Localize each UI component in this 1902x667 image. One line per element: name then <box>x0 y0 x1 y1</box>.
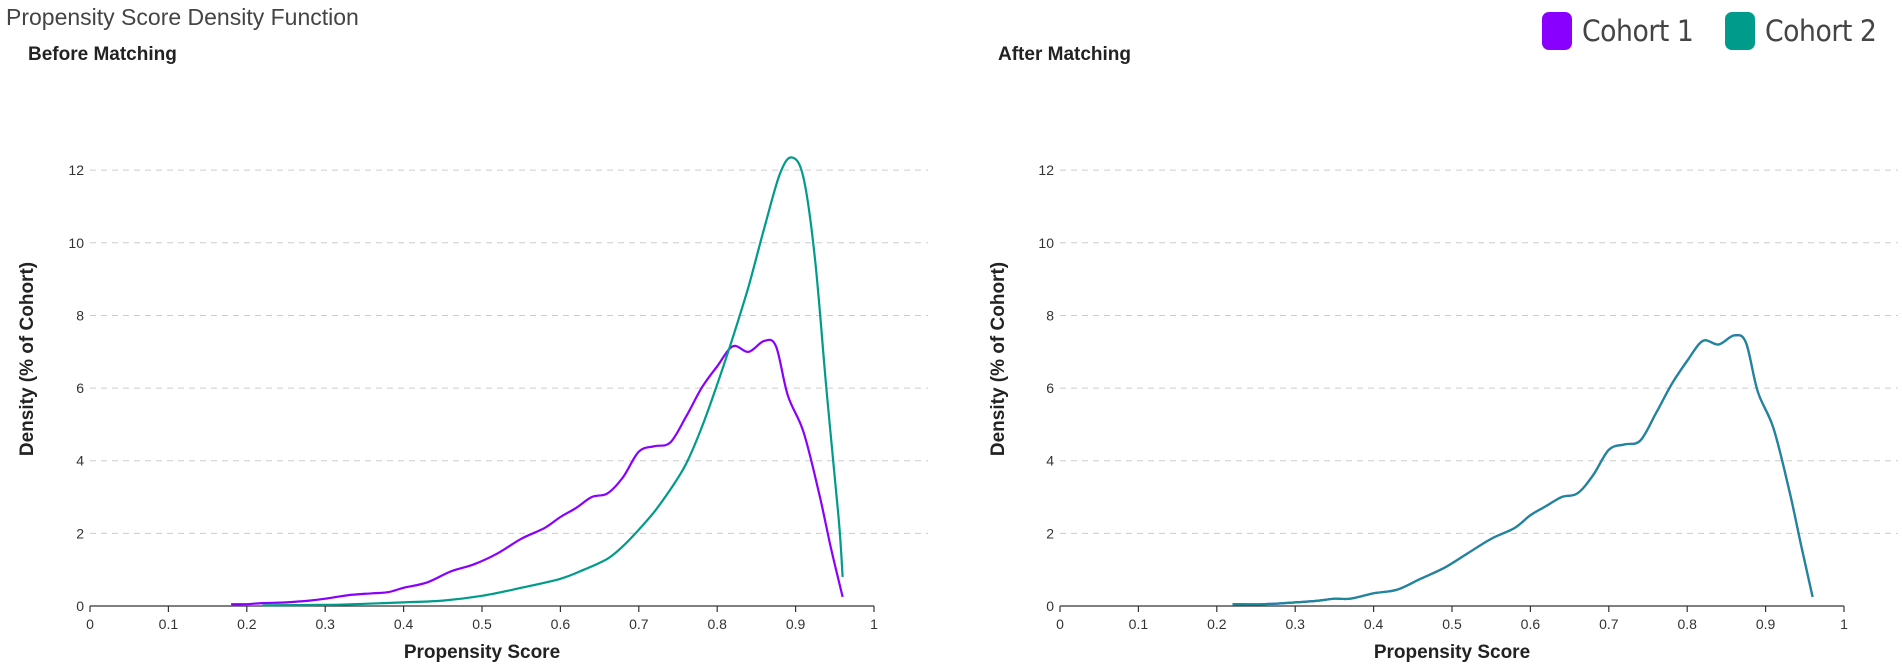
panel-1-xtick-0.8: 0.8 <box>707 616 727 632</box>
panel-2-xtick-0.4: 0.4 <box>1364 616 1384 632</box>
panel-2-ylabel: Density (% of Cohort) <box>988 262 1009 456</box>
panel-2-xtick-0.1: 0.1 <box>1129 616 1149 632</box>
panel-2-xtick-0.7: 0.7 <box>1599 616 1619 632</box>
panel-2-ytick-4: 4 <box>1046 453 1054 469</box>
panel-1-ylabel: Density (% of Cohort) <box>17 262 38 456</box>
panel-1-ytick-4: 4 <box>76 453 84 469</box>
panel-2-ytick-6: 6 <box>1046 380 1054 396</box>
panel-2-ytick-12: 12 <box>1038 162 1054 178</box>
panel-2-ytick-8: 8 <box>1046 307 1054 323</box>
panel-1-ytick-2: 2 <box>76 525 84 541</box>
panel-1-xtick-0.5: 0.5 <box>472 616 492 632</box>
panel-1-series-cohort-1 <box>231 338 844 606</box>
panel-2-xtick-0.3: 0.3 <box>1285 616 1305 632</box>
panel-2-xlabel: Propensity Score <box>1374 642 1530 663</box>
panel-2-ytick-0: 0 <box>1046 598 1054 614</box>
panel-1-ytick-10: 10 <box>68 235 84 251</box>
legend: Cohort 1 Cohort 2 <box>1541 12 1886 50</box>
panel-2-xtick-0: 0 <box>1056 616 1064 632</box>
panel-2-title: After Matching <box>998 44 1131 65</box>
panel-1-xtick-1: 1 <box>870 616 878 632</box>
panel-1-xtick-0.7: 0.7 <box>629 616 649 632</box>
panel-1: Before Matching 0 2 4 6 8 10 12 0 0.1 0.2 0.3 0.4 0.5… <box>17 44 928 663</box>
panel-2-ytick-10: 10 <box>1038 235 1054 251</box>
panel-2-series-cohort-1 <box>1232 333 1814 606</box>
legend-swatch-cohort-1 <box>1541 12 1572 50</box>
panel-1-xtick-0.4: 0.4 <box>394 616 414 632</box>
panel-2-xtick-0.9: 0.9 <box>1756 616 1776 632</box>
panel-2-xtick-0.2: 0.2 <box>1207 616 1227 632</box>
panel-2-series-cohort-2 <box>1232 333 1814 606</box>
panel-1-xtick-0.3: 0.3 <box>315 616 335 632</box>
panel-1-xtick-0.2: 0.2 <box>237 616 257 632</box>
panel-2-xtick-0.8: 0.8 <box>1677 616 1697 632</box>
panel-1-ytick-0: 0 <box>76 598 84 614</box>
panel-1-xtick-0.6: 0.6 <box>551 616 571 632</box>
panel-1-xlabel: Propensity Score <box>404 642 560 663</box>
panel-2-xtick-1: 1 <box>1840 616 1848 632</box>
panel-1-xtick-0: 0 <box>86 616 94 632</box>
page-title: Propensity Score Density Function <box>6 4 359 30</box>
panel-1-title: Before Matching <box>28 44 177 65</box>
panel-1-ytick-12: 12 <box>68 162 84 178</box>
panel-1-series-cohort-2 <box>262 156 844 607</box>
panel-1-ytick-6: 6 <box>76 380 84 396</box>
panel-1-xtick-0.9: 0.9 <box>786 616 806 632</box>
panel-1-ytick-8: 8 <box>76 307 84 323</box>
legend-swatch-cohort-2 <box>1724 12 1755 50</box>
legend-item-cohort-1[interactable]: Cohort 1 <box>1541 12 1703 50</box>
legend-item-cohort-2[interactable]: Cohort 2 <box>1724 12 1886 50</box>
panel-2-ytick-2: 2 <box>1046 525 1054 541</box>
panel-2-xtick-0.5: 0.5 <box>1442 616 1462 632</box>
legend-label-cohort-2: Cohort 2 <box>1764 14 1877 48</box>
panel-1-xtick-0.1: 0.1 <box>159 616 179 632</box>
panel-2-xtick-0.6: 0.6 <box>1521 616 1541 632</box>
legend-label-cohort-1: Cohort 1 <box>1581 14 1694 48</box>
panel-2: After Matching 0 2 4 6 8 10 12 0 0.1 0.2 0.3 0.4 0.5 0… <box>988 44 1898 663</box>
